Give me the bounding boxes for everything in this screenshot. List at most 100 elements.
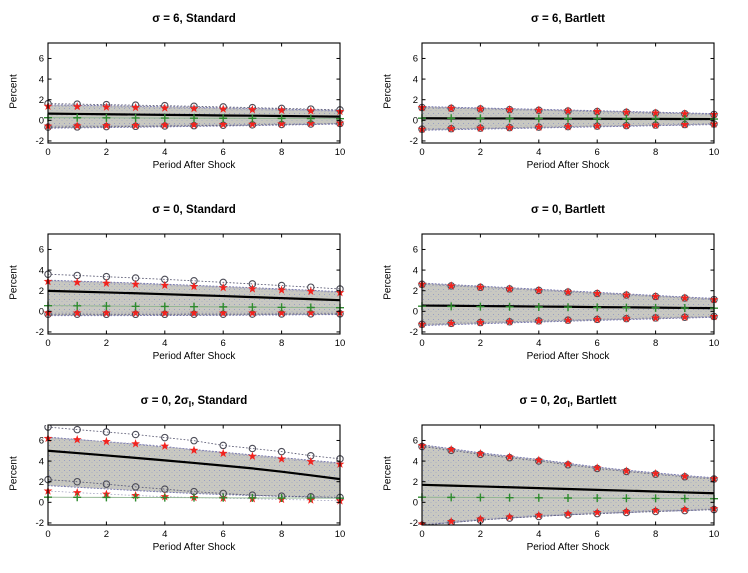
svg-text:4: 4 <box>162 147 167 158</box>
subplot-title-post: , Standard <box>191 395 248 407</box>
svg-text:0: 0 <box>419 338 424 349</box>
svg-text:2: 2 <box>413 477 418 488</box>
svg-text:8: 8 <box>279 338 284 349</box>
svg-text:2: 2 <box>478 529 483 540</box>
svg-text:0: 0 <box>45 338 50 349</box>
svg-text:6: 6 <box>413 436 418 447</box>
svg-text:0: 0 <box>45 147 50 158</box>
svg-text:0: 0 <box>419 529 424 540</box>
x-axis-label: Period After Shock <box>526 160 610 171</box>
svg-text:8: 8 <box>653 529 658 540</box>
svg-text:0: 0 <box>39 498 44 509</box>
svg-text:0: 0 <box>39 307 44 318</box>
svg-text:4: 4 <box>39 74 44 85</box>
subplot-sigma-0-2sigmaI-standard: σ = 0, 2σI, Standard Percent 0 2 4 6 8 10 -2 0 2… <box>0 382 374 573</box>
svg-text:4: 4 <box>413 74 418 85</box>
svg-text:6: 6 <box>413 54 418 65</box>
svg-text:2: 2 <box>104 147 109 158</box>
subplot-title-post: , Bartlett <box>569 395 617 407</box>
svg-text:2: 2 <box>478 147 483 158</box>
svg-text:-2: -2 <box>410 327 418 338</box>
subplot-title-pre: σ = 0, 2σ <box>140 395 189 407</box>
subplot-sigma-6-bartlett: σ = 6, Bartlett Percent 0 2 4 6 8 10 -2 0 2 4 6 Pe… <box>374 0 748 191</box>
subplot-sigma-6-standard: σ = 6, Standard Percent 0 2 4 6 8 10 -2 0 2 4 6 Pe… <box>0 0 374 191</box>
svg-text:2: 2 <box>39 477 44 488</box>
svg-text:0: 0 <box>39 116 44 127</box>
subplot-title-sub: I <box>188 399 192 409</box>
svg-text:10: 10 <box>709 529 720 540</box>
subplot-title: σ = 0, Bartlett <box>422 204 714 218</box>
subplot-sigma-0-bartlett: σ = 0, Bartlett Percent 0 2 4 6 8 10 -2 0 2 4 6 Pe… <box>374 191 748 382</box>
x-axis-label: Period After Shock <box>526 351 610 362</box>
x-axis-label: Period After Shock <box>152 351 236 362</box>
subplot-title: σ = 6, Bartlett <box>422 13 714 27</box>
svg-text:6: 6 <box>595 338 600 349</box>
subplot-title-sub: I <box>567 399 570 409</box>
svg-text:4: 4 <box>39 265 44 276</box>
svg-text:6: 6 <box>39 436 44 447</box>
subplot-sigma-0-2sigmaI-bartlett: σ = 0, 2σI, Bartlett Percent 0 2 4 6 8 10 -2 0 2… <box>374 382 748 573</box>
subplot-title: σ = 0, 2σI, Bartlett <box>422 395 714 409</box>
subplot-title: σ = 0, Standard <box>48 204 340 218</box>
subplot-title-pre: σ = 6, Bartlett <box>530 13 605 25</box>
svg-text:2: 2 <box>104 338 109 349</box>
svg-text:6: 6 <box>221 147 226 158</box>
svg-text:6: 6 <box>595 529 600 540</box>
svg-text:10: 10 <box>335 147 346 158</box>
svg-text:2: 2 <box>413 286 418 297</box>
svg-text:-2: -2 <box>36 136 44 147</box>
svg-text:8: 8 <box>279 529 284 540</box>
svg-text:10: 10 <box>335 529 346 540</box>
svg-text:4: 4 <box>413 456 418 467</box>
subplot-title-pre: σ = 6, Standard <box>152 13 236 25</box>
svg-text:6: 6 <box>595 147 600 158</box>
svg-text:4: 4 <box>162 338 167 349</box>
svg-text:6: 6 <box>39 245 44 256</box>
svg-text:-2: -2 <box>36 518 44 529</box>
subplot-title-pre: σ = 0, Standard <box>152 204 236 216</box>
svg-text:0: 0 <box>45 529 50 540</box>
svg-text:0: 0 <box>413 307 418 318</box>
svg-text:2: 2 <box>104 529 109 540</box>
svg-text:10: 10 <box>709 147 720 158</box>
x-axis-label: Period After Shock <box>152 160 236 171</box>
svg-text:4: 4 <box>39 456 44 467</box>
subplot-title-pre: σ = 0, Bartlett <box>530 204 605 216</box>
svg-text:4: 4 <box>536 529 541 540</box>
svg-text:4: 4 <box>413 265 418 276</box>
subplot-title: σ = 6, Standard <box>48 13 340 27</box>
svg-text:4: 4 <box>536 147 541 158</box>
svg-text:0: 0 <box>413 116 418 127</box>
svg-text:0: 0 <box>413 498 418 509</box>
svg-text:4: 4 <box>536 338 541 349</box>
svg-text:2: 2 <box>413 95 418 106</box>
svg-text:-2: -2 <box>410 518 418 529</box>
svg-text:-2: -2 <box>36 327 44 338</box>
x-axis-label: Period After Shock <box>526 542 610 553</box>
svg-text:6: 6 <box>39 54 44 65</box>
svg-text:4: 4 <box>162 529 167 540</box>
svg-text:8: 8 <box>653 338 658 349</box>
svg-text:2: 2 <box>39 95 44 106</box>
svg-text:6: 6 <box>221 338 226 349</box>
x-axis-label: Period After Shock <box>152 542 236 553</box>
svg-text:10: 10 <box>335 338 346 349</box>
subplot-title: σ = 0, 2σI, Standard <box>48 395 340 409</box>
svg-text:-2: -2 <box>410 136 418 147</box>
svg-text:6: 6 <box>413 245 418 256</box>
svg-text:2: 2 <box>478 338 483 349</box>
svg-text:8: 8 <box>653 147 658 158</box>
svg-text:10: 10 <box>709 338 720 349</box>
subplot-title-pre: σ = 0, 2σ <box>519 395 568 407</box>
svg-text:8: 8 <box>279 147 284 158</box>
subplot-sigma-0-standard: σ = 0, Standard Percent 0 2 4 6 8 10 -2 0 2 4 6 Pe… <box>0 191 374 382</box>
svg-text:2: 2 <box>39 286 44 297</box>
svg-text:6: 6 <box>221 529 226 540</box>
